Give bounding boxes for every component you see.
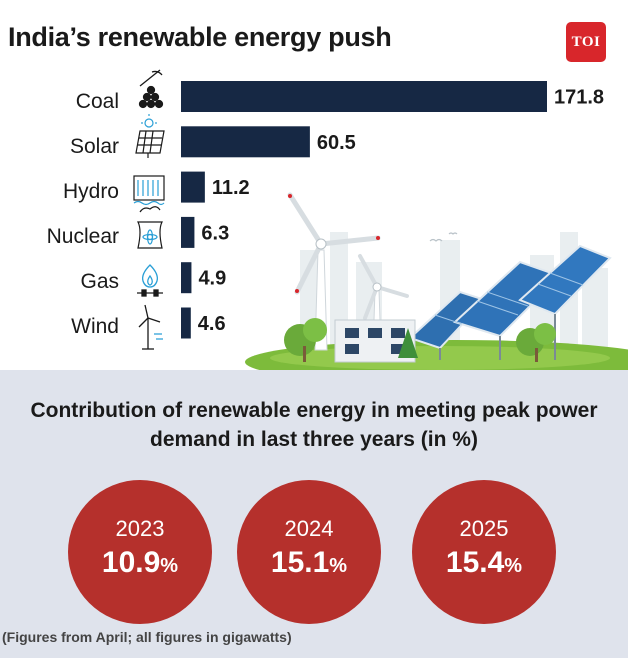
bar-value-label-coal: 171.8 bbox=[554, 87, 604, 109]
percentage-value: 10.9% bbox=[101, 546, 179, 579]
trees bbox=[284, 318, 556, 362]
hydro-dam-icon bbox=[133, 175, 165, 206]
category-label-nuclear: Nuclear bbox=[47, 225, 119, 248]
wind-turbine-icon bbox=[138, 304, 163, 350]
bar-value-label-gas: 4.9 bbox=[198, 268, 226, 290]
bar-hydro bbox=[181, 171, 205, 203]
gas-flame-icon bbox=[137, 264, 163, 297]
capacity-section: India’s renewable energy push TOI bbox=[8, 22, 628, 370]
contribution-circle-2023: 2023 10.9% bbox=[68, 480, 212, 624]
category-label-gas: Gas bbox=[80, 270, 119, 293]
capacity-bar-chart: Coal Solar Hydro Nuclear Gas Wind bbox=[47, 69, 628, 370]
bar-gas bbox=[181, 262, 192, 294]
category-label-wind: Wind bbox=[71, 315, 119, 338]
bar-wind bbox=[181, 307, 191, 339]
contribution-title: Contribution of renewable energy in meet… bbox=[30, 399, 598, 451]
footnote: (Figures from April; all figures in giga… bbox=[2, 629, 292, 645]
power-building bbox=[334, 319, 416, 363]
solar-panel-icon bbox=[135, 114, 165, 158]
contribution-circle-2025: 2025 15.4% bbox=[412, 480, 556, 624]
coal-icon bbox=[138, 69, 164, 109]
contribution-circle-2024: 2024 15.1% bbox=[237, 480, 381, 624]
landscape-illustration bbox=[245, 192, 628, 370]
wind-turbine-large bbox=[287, 192, 381, 351]
bar-value-label-solar: 60.5 bbox=[317, 132, 356, 154]
year-label: 2024 bbox=[284, 516, 334, 541]
category-label-hydro: Hydro bbox=[63, 180, 119, 203]
bar-value-label-nuclear: 6.3 bbox=[201, 222, 229, 244]
bar-solar bbox=[181, 126, 310, 158]
nuclear-plant-icon bbox=[137, 206, 163, 249]
category-label-coal: Coal bbox=[76, 90, 119, 113]
solar-panels bbox=[408, 244, 612, 360]
bar-coal bbox=[181, 81, 547, 112]
bar-value-label-hydro: 11.2 bbox=[212, 177, 250, 199]
year-label: 2025 bbox=[459, 516, 509, 541]
wind-turbine-small bbox=[358, 254, 409, 351]
bar-nuclear bbox=[181, 216, 195, 248]
bar-value-label-wind: 4.6 bbox=[198, 313, 226, 335]
category-label-solar: Solar bbox=[70, 135, 119, 158]
page-title: India’s renewable energy push bbox=[8, 22, 392, 52]
year-label: 2023 bbox=[115, 516, 165, 541]
renewable-contribution-section: Contribution of renewable energy in meet… bbox=[0, 370, 628, 658]
bars-group: 171.8 60.5 11.2 6.3 4.9 4.6 bbox=[181, 81, 604, 339]
percentage-value: 15.1% bbox=[270, 546, 348, 579]
percentage-value: 15.4% bbox=[445, 546, 523, 579]
toi-logo: TOI bbox=[566, 22, 606, 62]
